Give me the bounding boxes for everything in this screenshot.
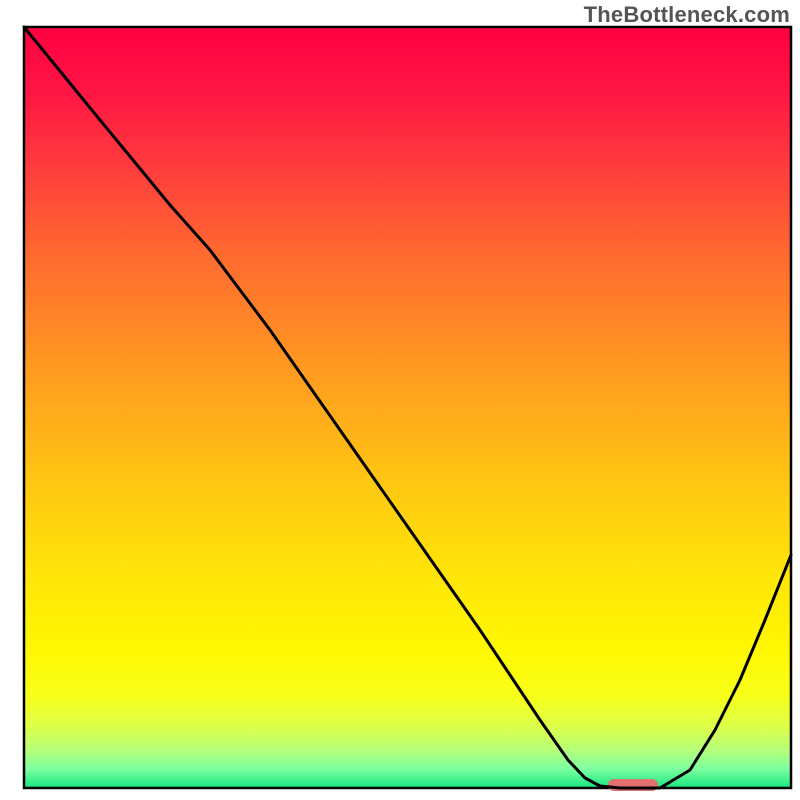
chart-container: TheBottleneck.com (0, 0, 800, 800)
bottleneck-chart (0, 0, 800, 800)
plot-background (24, 27, 791, 788)
watermark-text: TheBottleneck.com (584, 2, 790, 28)
